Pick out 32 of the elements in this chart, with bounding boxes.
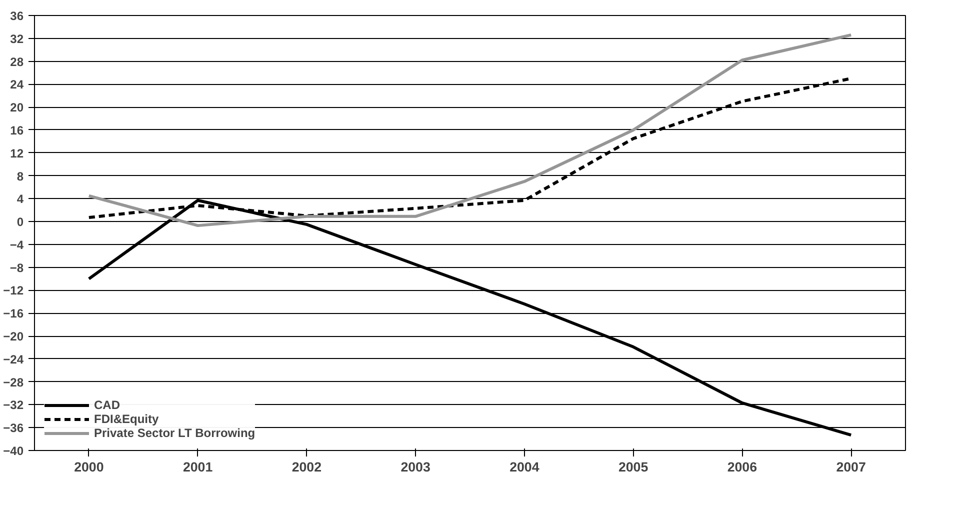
y-tick-label: −16: [3, 306, 24, 321]
line-series: [87, 33, 853, 228]
x-tick-label: 2001: [182, 460, 214, 474]
y-tick-label: 36: [10, 9, 24, 23]
legend-label: CAD: [94, 398, 120, 412]
x-tick-label: 2004: [510, 460, 540, 474]
y-tick-label: 4: [16, 192, 24, 206]
y-tick-label: 8: [16, 169, 24, 184]
y-tick-label: −8: [10, 260, 24, 275]
x-tick-label: 2006: [727, 460, 758, 474]
y-tick-label: −24: [3, 352, 24, 366]
x-tick-label: 2003: [400, 460, 430, 474]
y-tick-label: 0: [16, 215, 24, 230]
y-tick-label: −32: [3, 398, 24, 412]
legend-label: Private Sector LT Borrowing: [94, 426, 256, 440]
x-tick-label: 2005: [618, 460, 649, 474]
x-tick-label: 2002: [292, 460, 322, 474]
y-tick-label: 32: [10, 32, 24, 46]
legend-label: FDI&Equity: [94, 412, 159, 426]
y-tick-label: −28: [3, 375, 24, 390]
y-tick-label: 12: [10, 146, 24, 160]
y-tick-label: 16: [10, 123, 24, 138]
y-tick-label: −36: [3, 421, 24, 436]
y-tick-label: 20: [10, 100, 24, 115]
y-tick-label: −40: [3, 444, 24, 458]
x-tick-label: 2007: [836, 460, 866, 474]
y-tick-label: 24: [10, 78, 24, 92]
y-tick-label: 28: [10, 54, 24, 69]
x-tick-label: 2000: [74, 460, 104, 474]
y-tick-label: −4: [10, 238, 24, 252]
y-tick-label: −20: [3, 330, 24, 344]
y-tick-label: −12: [3, 284, 24, 298]
